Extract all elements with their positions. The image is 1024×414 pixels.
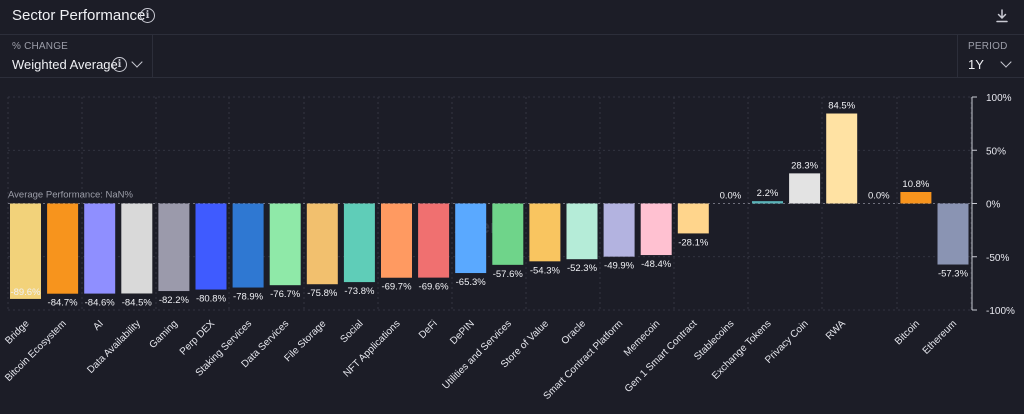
x-tick-label: Gen 1 Smart Contract	[623, 318, 700, 395]
data-label: 0.0%	[868, 191, 890, 202]
data-label: -69.7%	[381, 282, 412, 293]
data-label: 10.8%	[902, 179, 929, 190]
bar[interactable]	[343, 203, 375, 283]
data-label: 2.2%	[757, 188, 779, 199]
chart-title: Sector Performance	[12, 7, 146, 24]
x-tick-label: Utilities and Services	[441, 318, 514, 391]
y-tick-label: -50%	[986, 253, 1009, 264]
bar[interactable]	[640, 203, 672, 256]
bar[interactable]	[306, 203, 338, 285]
data-label: -84.5%	[122, 297, 153, 308]
x-tick-label: DeFi	[417, 318, 440, 341]
y-tick-label: -100%	[986, 306, 1015, 317]
x-tick-label: AI	[91, 318, 105, 332]
metric-label: % CHANGE	[12, 41, 69, 52]
bar[interactable]	[232, 203, 264, 288]
data-label: -80.8%	[196, 294, 227, 305]
bar[interactable]	[566, 203, 598, 260]
metric-dropdown[interactable]: % CHANGE Weighted Average i	[0, 35, 153, 77]
bar[interactable]	[677, 203, 709, 234]
data-label: -28.1%	[678, 237, 709, 248]
info-icon[interactable]: i	[140, 8, 155, 23]
bar[interactable]	[47, 203, 79, 294]
bar[interactable]	[269, 203, 301, 286]
bar[interactable]	[10, 203, 41, 299]
metric-info-icon[interactable]: i	[112, 57, 127, 72]
bar[interactable]	[84, 203, 116, 294]
x-tick-label: Perp DEX	[178, 318, 217, 357]
bar[interactable]	[455, 203, 487, 274]
bar[interactable]	[937, 203, 969, 265]
bar[interactable]	[752, 201, 783, 204]
chart-controls: % CHANGE Weighted Average i PERIOD 1Y	[0, 35, 1024, 78]
chart-header: Sector Performance i	[0, 0, 1024, 35]
data-label: 28.3%	[791, 160, 818, 171]
data-label: -65.3%	[456, 277, 487, 288]
x-tick-label: Gaming	[147, 318, 180, 351]
x-tick-label: Bridge	[3, 318, 32, 347]
bar[interactable]	[529, 203, 561, 262]
data-label: -76.7%	[270, 289, 301, 300]
data-label: -75.8%	[307, 288, 338, 299]
bar[interactable]	[418, 203, 450, 278]
period-label: PERIOD	[968, 41, 1008, 52]
bar[interactable]	[900, 191, 932, 204]
period-value: 1Y	[968, 57, 984, 72]
data-label: -69.6%	[419, 282, 450, 293]
y-tick-label: 50%	[986, 146, 1006, 157]
x-tick-label: Bitcoin	[893, 318, 922, 347]
data-label: -57.6%	[493, 269, 524, 280]
x-tick-label: Ethereum	[921, 318, 959, 356]
metric-value: Weighted Average	[12, 57, 118, 72]
bar[interactable]	[492, 203, 524, 265]
download-icon[interactable]	[994, 8, 1010, 24]
data-label: -78.9%	[233, 292, 264, 303]
bar[interactable]	[381, 203, 412, 278]
data-label: -89.6%	[10, 287, 41, 298]
x-tick-label: DePIN	[448, 318, 477, 347]
bar[interactable]	[826, 113, 858, 204]
data-label: -52.3%	[567, 263, 598, 274]
data-label: -57.3%	[938, 269, 969, 280]
data-label: -73.8%	[344, 286, 375, 297]
x-tick-label: RWA	[824, 318, 848, 342]
bar[interactable]	[158, 203, 190, 292]
data-label: -82.2%	[159, 295, 190, 306]
x-tick-label: Smart Contract Platform	[542, 318, 626, 402]
data-label: -54.3%	[530, 265, 561, 276]
data-label: 84.5%	[828, 101, 855, 112]
data-label: -84.7%	[48, 298, 79, 309]
data-label: -49.9%	[604, 261, 635, 272]
data-label: -84.6%	[85, 298, 116, 309]
x-tick-label: Oracle	[560, 318, 589, 347]
y-tick-label: 0%	[986, 200, 1001, 211]
y-tick-label: 100%	[986, 93, 1012, 104]
bar[interactable]	[789, 173, 821, 204]
x-tick-label: Social	[338, 318, 365, 345]
bar[interactable]	[603, 203, 635, 257]
period-dropdown[interactable]: PERIOD 1Y	[957, 35, 1024, 77]
data-label: 0.0%	[720, 191, 742, 202]
data-label: -48.4%	[641, 259, 672, 270]
bar[interactable]	[195, 203, 227, 290]
average-annotation: Average Performance: NaN%	[8, 190, 134, 201]
bar[interactable]	[121, 203, 153, 294]
